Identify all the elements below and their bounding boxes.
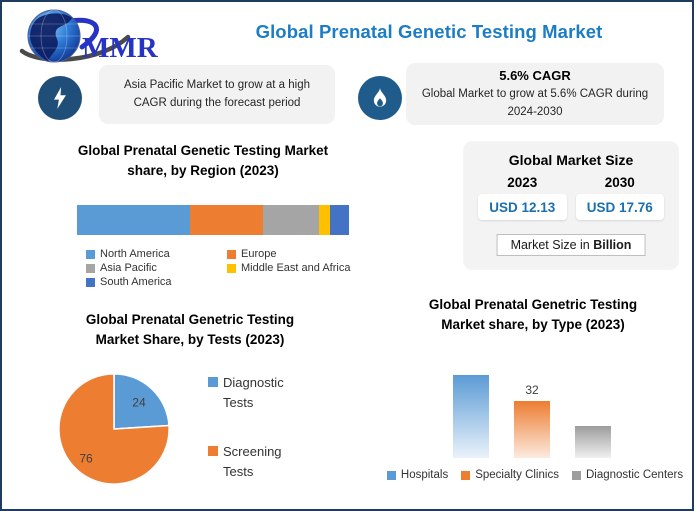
globe-icon	[27, 9, 81, 63]
legend-swatch-icon	[86, 249, 95, 259]
legend-label: Europe	[241, 248, 277, 260]
year-2023: 2023	[507, 175, 538, 190]
footnote-unit: Billion	[593, 238, 632, 252]
lightning-icon	[54, 87, 66, 109]
legend-label: Specialty Clinics	[475, 469, 559, 481]
legend-label: Diagnostic Tests	[223, 375, 284, 411]
value-2030: USD 17.76	[575, 194, 664, 220]
cagr-callout: 5.6% CAGR Global Market to grow at 5.6% …	[406, 63, 664, 125]
callout-text: Asia Pacific Market to grow at a high	[124, 78, 310, 91]
region-segment-north-america	[77, 205, 191, 235]
type-bar-diagnostic-centers	[575, 426, 611, 458]
pie-data-label-diagnostic-tests: 24	[132, 395, 146, 409]
logo-text: MMR	[82, 32, 159, 64]
flame-icon-badge	[358, 76, 402, 120]
lightning-icon-badge	[38, 76, 82, 120]
cagr-headline: 5.6% CAGR	[499, 68, 571, 84]
legend-label: North America	[100, 248, 170, 260]
legend-swatch-icon	[86, 263, 95, 273]
legend-swatch-icon	[86, 277, 95, 287]
value-2023: USD 12.13	[478, 194, 567, 220]
tests-pie-chart: 24 76	[58, 373, 170, 485]
region-segment-south-america	[330, 205, 349, 235]
legend-label: South America	[100, 276, 172, 288]
market-size-panel: Global Market Size 2023 2030 USD 12.13 U…	[464, 142, 678, 269]
market-size-values: USD 12.13 USD 17.76	[478, 194, 664, 220]
region-chart-title-line2: share, by Region (2023)	[127, 163, 279, 179]
tests-pie-title-line2: Market Share, by Tests (2023)	[95, 332, 285, 348]
legend-swatch-icon	[227, 263, 236, 273]
market-size-years: 2023 2030	[478, 175, 664, 190]
legend-label: Asia Pacific	[100, 262, 157, 274]
type-bar-title: Global Prenatal Genetric Testing Market …	[382, 295, 684, 336]
legend-item-hospitals: Hospitals	[386, 469, 449, 481]
legend-item-north-america: North America	[86, 248, 227, 260]
region-legend: North America Europe Asia Pacific Middle Ea…	[86, 248, 354, 288]
legend-item-diagnostic-tests: Diagnostic Tests	[208, 373, 301, 413]
flame-icon	[373, 87, 387, 107]
legend-swatch-icon	[208, 446, 218, 457]
region-chart-title: Global Prenatal Genetic Testing Market s…	[46, 141, 360, 182]
tests-pie-title: Global Prenatal Genetric Testing Market …	[38, 310, 342, 351]
market-size-footnote: Market Size in Billion	[496, 234, 646, 256]
legend-swatch-icon	[461, 470, 471, 480]
legend-item-diagnostic-centers: Diagnostic Centers	[571, 469, 684, 481]
asia-pacific-callout: Asia Pacific Market to grow at a high CA…	[99, 65, 335, 124]
legend-swatch-icon	[208, 377, 218, 387]
type-bar-title-line2: Market share, by Type (2023)	[441, 317, 625, 333]
legend-swatch-icon	[227, 249, 236, 259]
legend-label: Hospitals	[400, 469, 449, 481]
legend-label: Diagnostic Centers	[585, 469, 684, 481]
type-bar-specialty-clinics	[514, 401, 550, 458]
bar-data-label-specialty-clinics: 32	[525, 383, 539, 397]
swoosh-icon	[19, 17, 131, 62]
mmr-logo: MMR	[19, 9, 159, 64]
region-segment-asia-pacific	[262, 205, 320, 235]
callout-text: Global Market to grow at 5.6% CAGR durin…	[421, 88, 649, 101]
legend-label: Screening Tests	[223, 444, 282, 480]
legend-swatch-icon	[386, 470, 396, 480]
tests-pie-legend: Diagnostic Tests Screening Tests	[208, 373, 301, 483]
legend-item-europe: Europe	[227, 248, 354, 260]
legend-item-screening-tests: Screening Tests	[208, 442, 301, 482]
pie-slice-screening-tests	[58, 373, 170, 485]
year-2030: 2030	[604, 175, 635, 190]
type-bar-hospitals	[453, 375, 489, 458]
legend-item-south-america: South America	[86, 276, 227, 288]
footnote-prefix: Market Size in	[510, 238, 594, 252]
page-title: Global Prenatal Genetic Testing Market	[255, 21, 603, 42]
legend-swatch-icon	[571, 470, 581, 480]
callout-text: CAGR during the forecast period	[133, 96, 301, 109]
region-segment-middle-east-and-africa	[319, 205, 331, 235]
type-bar-title-line1: Global Prenatal Genetric Testing	[428, 297, 638, 312]
pie-data-label-screening-tests: 76	[79, 452, 93, 466]
market-size-title: Global Market Size	[508, 152, 634, 168]
legend-label: Middle East and Africa	[241, 262, 351, 274]
tests-pie-title-line1: Global Prenatal Genetric Testing	[85, 312, 295, 327]
region-segment-europe	[190, 205, 263, 235]
legend-item-specialty-clinics: Specialty Clinics	[461, 469, 559, 481]
region-stacked-bar	[77, 205, 349, 235]
legend-item-asia-pacific: Asia Pacific	[86, 262, 227, 274]
pie-slice-diagnostic-tests	[113, 373, 170, 430]
legend-item-middle-east-and-africa: Middle East and Africa	[227, 262, 354, 274]
region-chart-title-line1: Global Prenatal Genetic Testing Market	[77, 143, 329, 158]
callout-text: 2024-2030	[507, 106, 563, 119]
type-bar-legend: Hospitals Specialty Clinics Diagnostic Cen…	[386, 469, 684, 481]
